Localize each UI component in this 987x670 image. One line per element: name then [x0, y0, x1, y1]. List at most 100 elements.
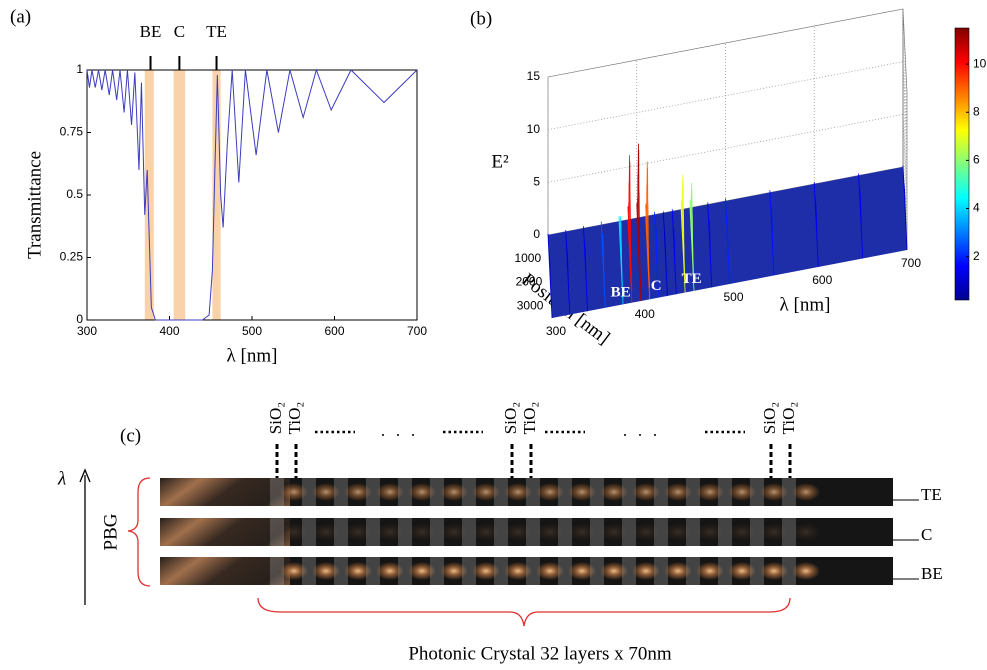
field-glow [760, 562, 788, 580]
y-tick-label: 1000 [514, 251, 541, 265]
colorbar-tick-label: 8 [973, 104, 980, 118]
field-glow [792, 562, 820, 580]
field-glow [728, 483, 756, 501]
field-glow [344, 562, 372, 580]
layer-stripe [398, 557, 412, 585]
field-glow [280, 562, 308, 580]
layer-stripe [430, 518, 444, 546]
z-tick-label: 10 [527, 122, 541, 136]
layer-stripe [654, 557, 668, 585]
field-glow [536, 523, 564, 541]
z-tick-label: 0 [533, 227, 540, 241]
annotation: C [174, 22, 185, 41]
row-label: C [921, 525, 932, 544]
field-glow [664, 562, 692, 580]
grid-line [547, 113, 908, 198]
annotation: TE [206, 22, 227, 41]
layer-stripe [270, 478, 284, 506]
x-axis-label: λ [nm] [227, 345, 278, 366]
layer-stripe [494, 518, 508, 546]
field-glow [536, 483, 564, 501]
layer-stripe [334, 557, 348, 585]
x-tick-label: 300 [77, 324, 97, 338]
field-glow [312, 523, 340, 541]
field-glow [696, 523, 724, 541]
field-glow [568, 483, 596, 501]
field-glow [632, 483, 660, 501]
surface-slice [858, 173, 864, 259]
layer-stripe [462, 478, 476, 506]
colorbar-tick-label: 10 [973, 56, 987, 70]
layer-label: TiO₂ [285, 402, 304, 435]
layer-stripe [366, 518, 380, 546]
x-tick-label: 700 [901, 256, 921, 270]
x-tick-label: 500 [242, 324, 262, 338]
layer-stripe [366, 557, 380, 585]
field-glow [696, 483, 724, 501]
y-axis-label: Transmittance [24, 151, 45, 259]
surface-slice [618, 216, 624, 305]
field-glow [504, 483, 532, 501]
surface-slice [600, 221, 606, 308]
field-glow [344, 483, 372, 501]
y-tick-label: 0.25 [60, 250, 84, 264]
colorbar-tick-label: 4 [973, 201, 980, 215]
field-glow [472, 562, 500, 580]
field-glow [472, 523, 500, 541]
field-glow [696, 562, 724, 580]
annotation: BE [140, 22, 162, 41]
colorbar-tick-label: 6 [973, 153, 980, 167]
field-glow [664, 483, 692, 501]
layer-label: TiO₂ [520, 402, 539, 435]
ellipsis-dot [397, 434, 399, 436]
ellipsis-dot [412, 434, 414, 436]
field-glow [792, 523, 820, 541]
field-glow [536, 562, 564, 580]
panel-label: (b) [470, 8, 492, 29]
layer-label: SiO₂ [760, 402, 779, 434]
layer-stripe [494, 557, 508, 585]
z-tick-label: 5 [533, 175, 540, 189]
surface-slice [636, 143, 642, 302]
layer-stripe [558, 557, 572, 585]
brace [257, 597, 791, 627]
layer-stripe [654, 518, 668, 546]
layer-stripe [526, 518, 540, 546]
row-label: TE [921, 485, 942, 504]
layer-stripe [750, 557, 764, 585]
surface-slice [902, 165, 908, 251]
surface-slice [725, 198, 730, 285]
x-axis-label: λ [nm] [780, 294, 831, 315]
y-tick-label: 0.75 [60, 125, 84, 139]
surface-slice [707, 202, 713, 288]
grid-line [547, 166, 908, 251]
layer-stripe [302, 518, 316, 546]
band [212, 70, 221, 320]
field-glow [728, 523, 756, 541]
y-tick-label: 3000 [517, 298, 544, 312]
field-glow [312, 483, 340, 501]
layer-stripe [686, 518, 700, 546]
layer-stripe [302, 478, 316, 506]
field-glow [280, 523, 308, 541]
field-glow [440, 523, 468, 541]
field-glow [344, 523, 372, 541]
layer-stripe [750, 478, 764, 506]
x-tick-label: 600 [812, 273, 832, 287]
layer-stripe [462, 518, 476, 546]
field-glow [568, 562, 596, 580]
layer-stripe [270, 518, 284, 546]
line-series [86, 68, 418, 321]
y-tick-label: 1 [76, 62, 83, 76]
layer-stripe [494, 478, 508, 506]
x-tick-label: 700 [407, 324, 427, 338]
layer-stripe [366, 478, 380, 506]
x-tick-label: 500 [723, 290, 743, 304]
layer-stripe [590, 518, 604, 546]
plot-a: 300 400 500 600 700 0 0.25 0.5 0.75 1 BE C TE [60, 22, 428, 338]
field-waves [160, 518, 290, 546]
field-glow [376, 483, 404, 501]
surface-slice [627, 155, 633, 303]
ellipsis-dot [624, 434, 626, 436]
